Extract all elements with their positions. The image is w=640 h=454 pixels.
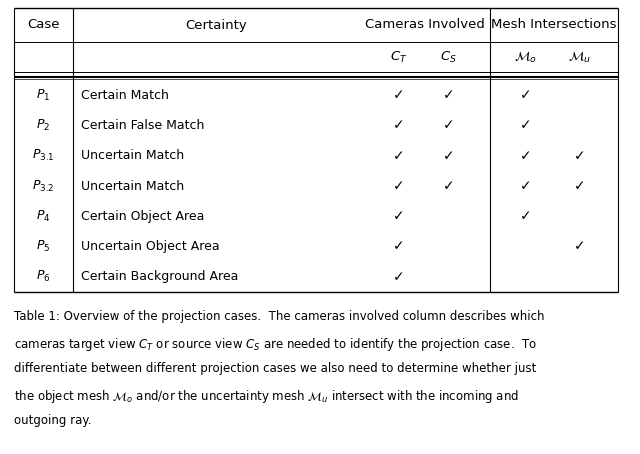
Text: Certainty: Certainty	[186, 19, 248, 31]
Text: ✓: ✓	[574, 240, 586, 254]
Text: $P_2$: $P_2$	[36, 118, 51, 133]
Text: ✓: ✓	[393, 118, 405, 133]
Text: ✓: ✓	[520, 209, 532, 223]
Text: ✓: ✓	[574, 149, 586, 163]
Text: ✓: ✓	[393, 179, 405, 193]
Text: ✓: ✓	[393, 270, 405, 284]
Text: ✓: ✓	[520, 179, 532, 193]
Text: $P_4$: $P_4$	[36, 209, 51, 224]
Text: ✓: ✓	[443, 149, 454, 163]
Text: cameras target view $C_T$ or source view $C_S$ are needed to identify the projec: cameras target view $C_T$ or source view…	[14, 336, 537, 353]
Text: $P_{3.2}$: $P_{3.2}$	[33, 178, 54, 193]
Text: the object mesh $\mathcal{M}_o$ and/or the uncertainty mesh $\mathcal{M}_u$ inte: the object mesh $\mathcal{M}_o$ and/or t…	[14, 388, 519, 405]
Text: ✓: ✓	[393, 149, 405, 163]
Text: $\mathcal{M}_u$: $\mathcal{M}_u$	[568, 49, 591, 64]
Text: ✓: ✓	[393, 88, 405, 102]
Text: outgoing ray.: outgoing ray.	[14, 414, 92, 427]
Text: ✓: ✓	[520, 88, 532, 102]
Text: Uncertain Match: Uncertain Match	[81, 149, 184, 162]
Text: $P_{3.1}$: $P_{3.1}$	[32, 148, 55, 163]
Text: $P_6$: $P_6$	[36, 269, 51, 284]
Text: ✓: ✓	[574, 179, 586, 193]
Text: Certain Background Area: Certain Background Area	[81, 271, 238, 283]
Text: ✓: ✓	[443, 118, 454, 133]
Text: Table 1: Overview of the projection cases.  The cameras involved column describe: Table 1: Overview of the projection case…	[14, 310, 545, 323]
Text: $C_S$: $C_S$	[440, 49, 457, 64]
Text: $P_5$: $P_5$	[36, 239, 51, 254]
Text: Certain Object Area: Certain Object Area	[81, 210, 204, 223]
Text: ✓: ✓	[393, 240, 405, 254]
Text: Uncertain Object Area: Uncertain Object Area	[81, 240, 220, 253]
Text: ✓: ✓	[443, 179, 454, 193]
Text: $C_T$: $C_T$	[390, 49, 408, 64]
Text: Uncertain Match: Uncertain Match	[81, 179, 184, 192]
Text: ✓: ✓	[443, 88, 454, 102]
Text: Certain Match: Certain Match	[81, 89, 169, 102]
Text: Cameras Involved: Cameras Involved	[365, 19, 485, 31]
Text: differentiate between different projection cases we also need to determine wheth: differentiate between different projecti…	[14, 362, 536, 375]
Text: ✓: ✓	[520, 118, 532, 133]
Text: Certain False Match: Certain False Match	[81, 119, 204, 132]
Text: Mesh Intersections: Mesh Intersections	[492, 19, 617, 31]
Text: ✓: ✓	[520, 149, 532, 163]
Text: ✓: ✓	[393, 209, 405, 223]
Text: Case: Case	[28, 19, 60, 31]
Text: $\mathcal{M}_o$: $\mathcal{M}_o$	[515, 49, 537, 64]
Text: $P_1$: $P_1$	[36, 88, 51, 103]
